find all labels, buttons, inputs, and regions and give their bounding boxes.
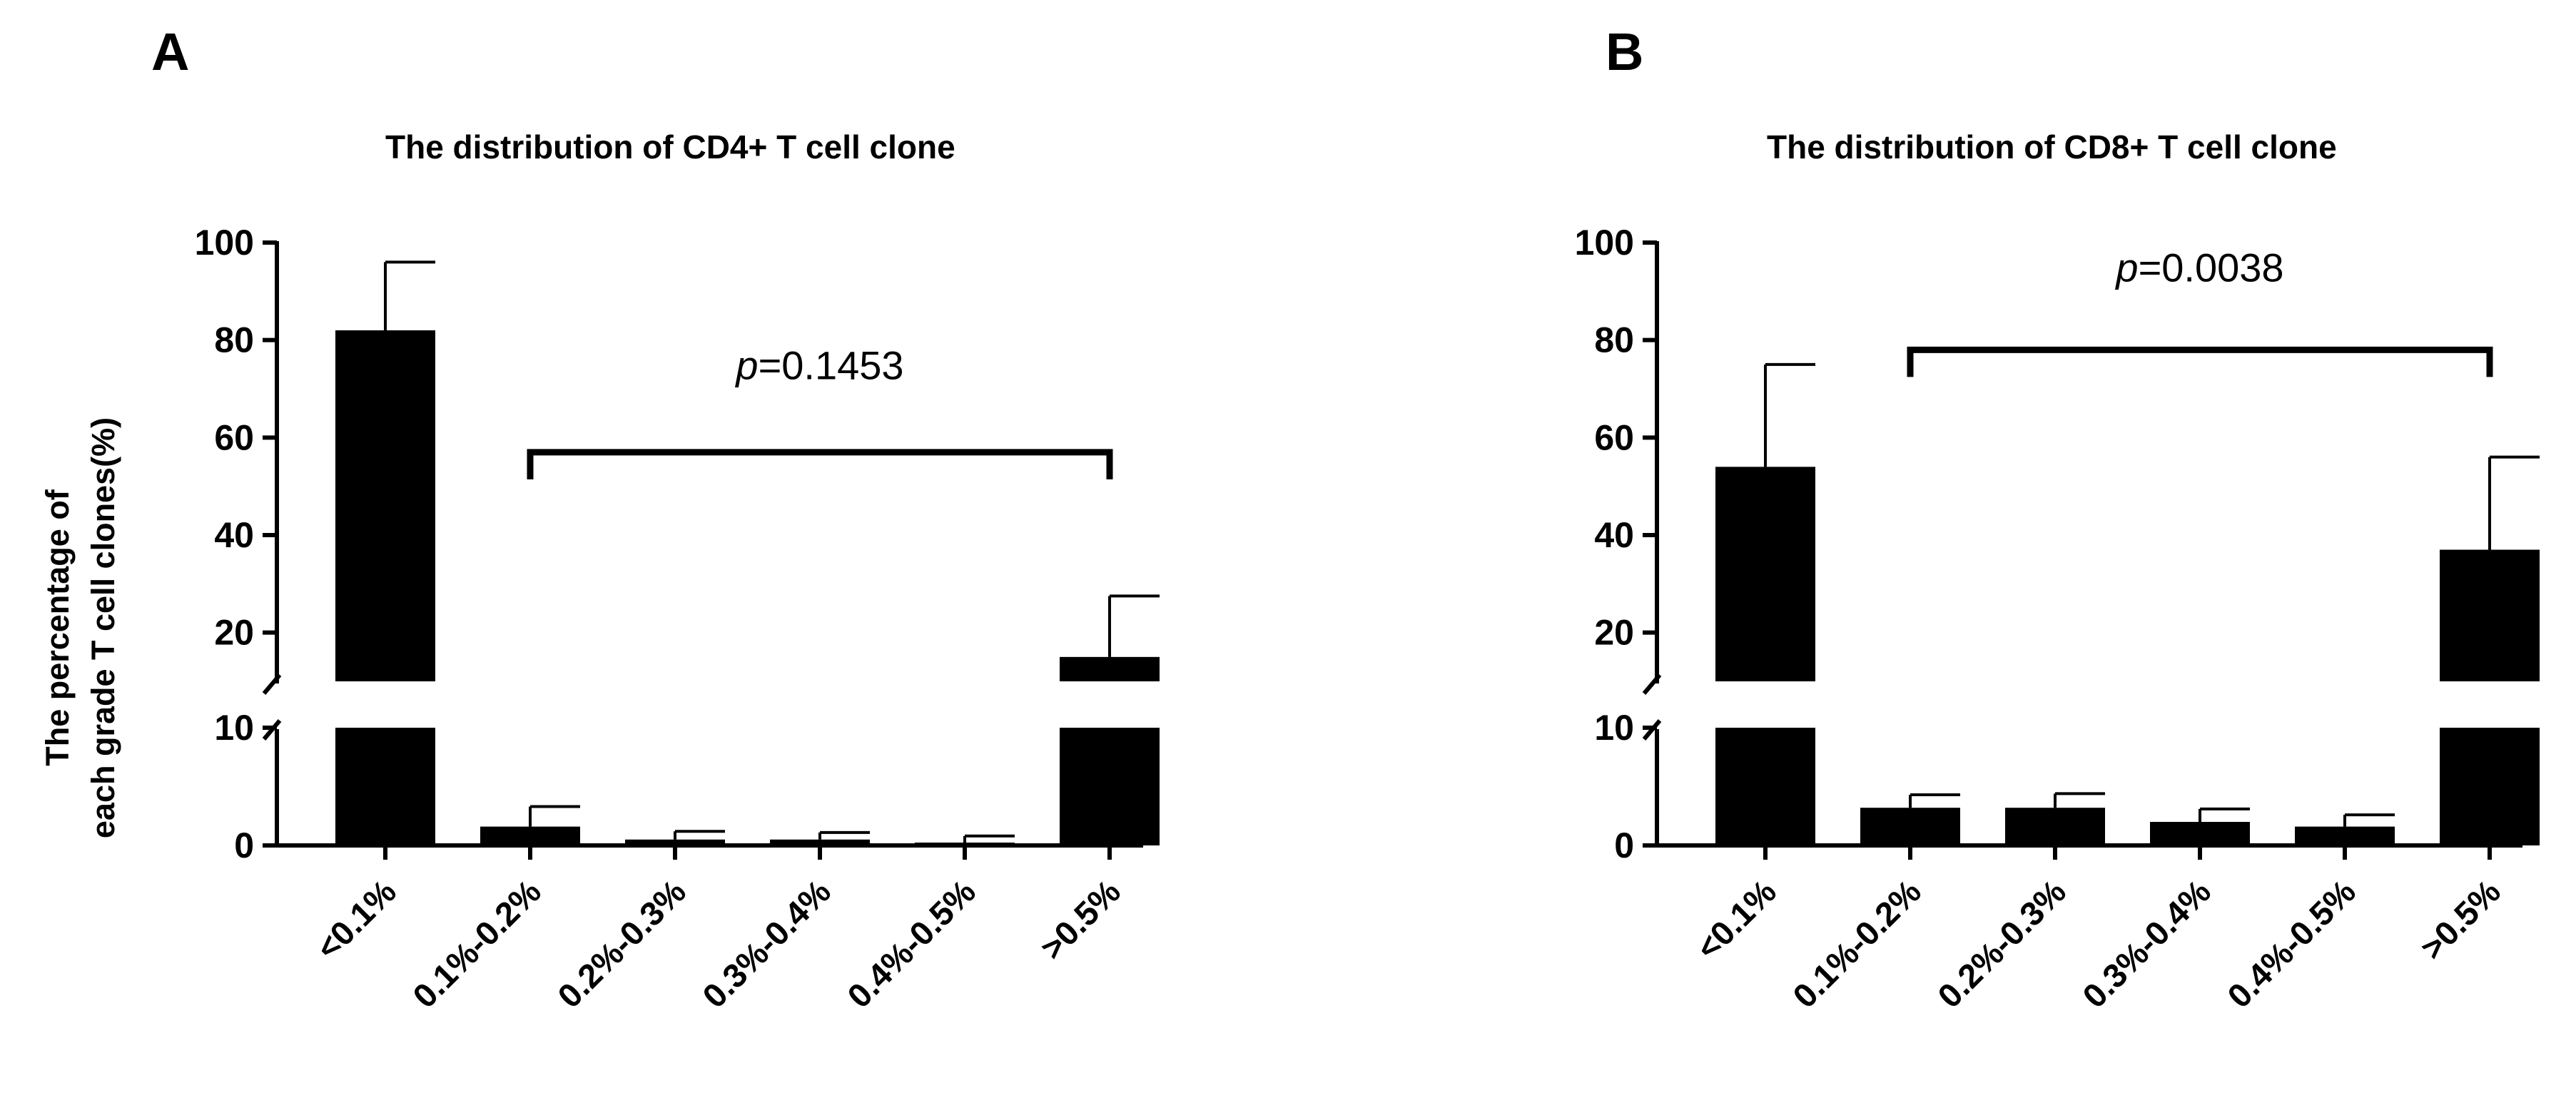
bar-lower-5-a xyxy=(1060,728,1160,845)
bar-1-b xyxy=(1860,808,1960,845)
y-tick-label-100-a: 100 xyxy=(195,223,254,263)
y-tick-label-80-b: 80 xyxy=(1594,320,1634,360)
y-tick-label-60-a: 60 xyxy=(214,417,254,457)
bar-lower-0-a xyxy=(335,728,435,845)
bar-4-a xyxy=(915,843,1015,845)
p-value-symbol-b: p xyxy=(2114,245,2138,290)
y-tick-label-0-b: 0 xyxy=(1614,825,1634,865)
bar-3-a xyxy=(770,839,870,845)
y-tick-label-40-a: 40 xyxy=(214,515,254,555)
x-tick-label-4-b: 0.4%-0.5% xyxy=(2220,873,2363,1015)
y-tick-label-20-b: 20 xyxy=(1594,613,1634,653)
bar-upper-0-a xyxy=(335,330,435,681)
bar-lower-0-b xyxy=(1715,728,1815,845)
y-axis-label-line-1: The percentage of xyxy=(39,489,76,766)
significance-bracket-b xyxy=(1907,346,2493,377)
bar-upper-5-a xyxy=(1060,656,1160,681)
axis-break-mark-upper-b xyxy=(1642,673,1662,695)
p-value-number-a: =0.1453 xyxy=(759,342,904,387)
bar-upper-0-b xyxy=(1715,467,1815,681)
chart-panel-a: 0 10 20 40 60 80 100 <0.1% 0.1%-0.2% 0.2%-0.3% 0.3… xyxy=(195,223,1160,1015)
x-tick-label-5-a: >0.5% xyxy=(1033,873,1127,967)
x-tick-label-5-b: >0.5% xyxy=(2413,873,2507,967)
x-tick-label-4-a: 0.4%-0.5% xyxy=(840,873,983,1015)
y-axis-label: The percentage of each grade T cell clon… xyxy=(39,417,121,838)
p-value-label-b: p=0.0038 xyxy=(2114,245,2283,290)
y-tick-label-40-b: 40 xyxy=(1594,515,1634,555)
y-tick-label-10-a: 10 xyxy=(214,708,254,748)
axis-break-mark-upper-a xyxy=(262,673,282,695)
x-tick-label-3-b: 0.3%-0.4% xyxy=(2075,873,2218,1015)
bar-3-b xyxy=(2150,822,2250,845)
chart-title-a: The distribution of CD4+ T cell clone xyxy=(385,128,955,166)
y-tick-label-60-b: 60 xyxy=(1594,417,1634,457)
x-tick-label-0-a: <0.1% xyxy=(308,873,403,967)
x-tick-label-1-a: 0.1%-0.2% xyxy=(405,873,548,1015)
x-tick-label-1-b: 0.1%-0.2% xyxy=(1785,873,1928,1015)
y-tick-label-20-a: 20 xyxy=(214,613,254,653)
panel-letter-b: B xyxy=(1606,22,1643,81)
x-tick-label-2-a: 0.2%-0.3% xyxy=(550,873,693,1015)
x-tick-label-2-b: 0.2%-0.3% xyxy=(1930,873,2073,1015)
significance-bracket-a xyxy=(527,449,1113,479)
p-value-symbol-a: p xyxy=(734,342,758,387)
chart-panel-b: 0 10 20 40 60 80 100 <0.1% 0.1%-0.2% 0.2%-0.3% 0.3… xyxy=(1575,223,2540,1015)
panel-letter-a: A xyxy=(151,22,189,81)
y-tick-label-80-a: 80 xyxy=(214,320,254,360)
chart-title-b: The distribution of CD8+ T cell clone xyxy=(1767,128,2337,166)
bar-1-a xyxy=(480,826,580,845)
bar-upper-5-b xyxy=(2440,549,2540,681)
y-tick-label-100-b: 100 xyxy=(1575,223,1634,263)
x-tick-label-3-a: 0.3%-0.4% xyxy=(695,873,838,1015)
y-tick-label-0-a: 0 xyxy=(234,825,254,865)
x-tick-label-0-b: <0.1% xyxy=(1688,873,1783,967)
bar-lower-5-b xyxy=(2440,728,2540,845)
p-value-number-b: =0.0038 xyxy=(2139,245,2284,290)
y-axis-label-line-2: each grade T cell clones(%) xyxy=(85,417,121,838)
bar-2-b xyxy=(2005,808,2105,845)
y-tick-label-10-b: 10 xyxy=(1594,708,1634,748)
bar-4-b xyxy=(2295,826,2395,845)
bar-2-a xyxy=(625,839,725,845)
p-value-label-a: p=0.1453 xyxy=(734,342,903,387)
